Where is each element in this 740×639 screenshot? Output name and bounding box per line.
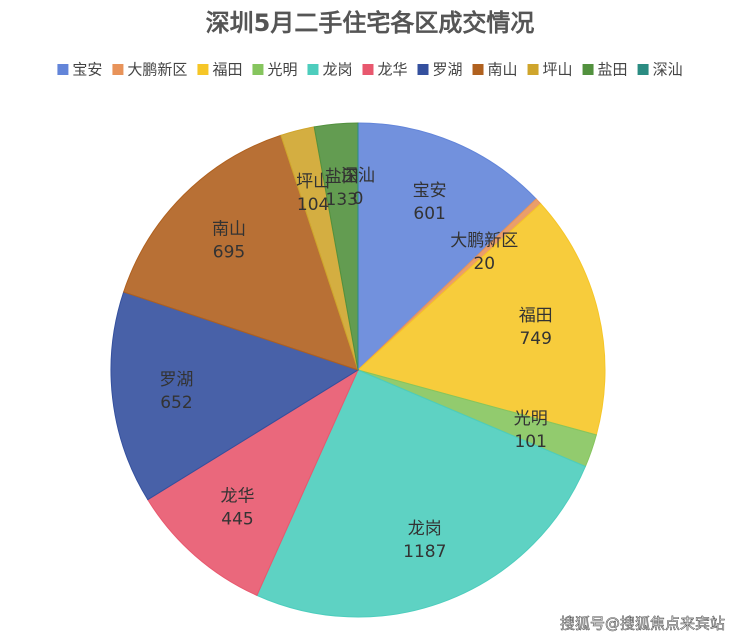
pie-slice: [147, 368, 360, 597]
legend-label: 罗湖: [433, 61, 463, 79]
slice-value: 20: [473, 254, 495, 274]
legend-swatch: [197, 64, 209, 75]
slice-value: 749: [519, 329, 551, 349]
legend-label: 深汕: [653, 61, 683, 79]
slice-label: 光明: [514, 409, 548, 429]
legend-label: 光明: [267, 61, 297, 79]
legend-swatch: [637, 64, 649, 75]
slice-label: 福田: [519, 306, 553, 326]
legend-swatch: [252, 64, 264, 75]
legend-swatch: [417, 64, 429, 75]
slice-label: 深汕: [341, 166, 375, 186]
slice-value: 1187: [403, 542, 446, 562]
legend-label: 坪山: [543, 61, 573, 79]
legend-swatch: [582, 64, 594, 75]
pie-slice: [356, 203, 606, 436]
legend-swatch: [527, 64, 539, 75]
legend-label: 龙岗: [322, 61, 352, 79]
pie-slice: [110, 291, 360, 501]
slice-label: 坪山: [296, 172, 330, 192]
slice-label: 龙华: [220, 486, 254, 506]
legend-label: 宝安: [72, 61, 102, 79]
legend-swatch: [362, 64, 374, 75]
slice-value: 601: [413, 204, 445, 224]
pie-slice: [256, 369, 587, 618]
slice-value: 101: [514, 432, 546, 452]
slice-value: 652: [160, 393, 192, 413]
legend-label: 福田: [212, 61, 242, 79]
slice-value: 104: [297, 195, 329, 215]
slice-label: 宝安: [413, 181, 447, 201]
legend: 宝安 大鹏新区 福田 光明 龙岗 龙华 罗湖 南山 坪山 盐田 深汕: [57, 61, 683, 79]
legend-label: 大鹏新区: [127, 61, 187, 79]
slice-value: 133: [326, 190, 358, 210]
slice-label: 大鹏新区: [450, 231, 518, 251]
pie: [110, 122, 606, 618]
legend-swatch: [112, 64, 124, 75]
slice-label: 南山: [212, 220, 246, 240]
legend-swatch: [472, 64, 484, 75]
slice-label: 罗湖: [159, 370, 193, 390]
slice-value: 445: [221, 509, 253, 529]
legend-label: 龙华: [377, 61, 407, 79]
legend-swatch: [57, 64, 69, 75]
slice-value: 0: [353, 189, 364, 209]
slice-label: 龙岗: [408, 519, 442, 539]
chart-title: 深圳5月二手住宅各区成交情况: [206, 9, 535, 37]
legend-label: 南山: [488, 61, 518, 79]
pie-slice: [123, 134, 359, 371]
legend-swatch: [307, 64, 319, 75]
slice-value: 695: [213, 243, 245, 263]
slice-label: 盐田: [325, 167, 359, 187]
legend-label: 盐田: [598, 61, 628, 79]
watermark: 搜狐号@搜狐焦点来宾站: [560, 615, 725, 633]
pie-slice: [357, 122, 537, 372]
